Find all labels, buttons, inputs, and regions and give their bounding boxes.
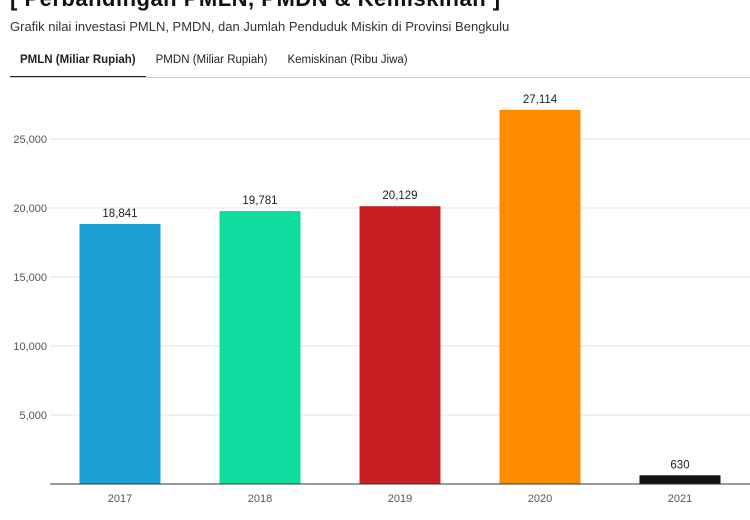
data-label: 630	[670, 459, 689, 471]
data-label: 19,781	[242, 195, 277, 207]
bar-2018	[219, 211, 301, 484]
x-tick-label: 2019	[388, 493, 412, 505]
data-label: 27,114	[523, 94, 558, 106]
y-tick-label: 5,000	[19, 410, 47, 422]
x-tick-label: 2018	[248, 493, 272, 505]
chart-subtitle: Grafik nilai investasi PMLN, PMDN, dan J…	[10, 19, 510, 34]
tab-divider	[10, 77, 750, 78]
bar-2019	[359, 206, 441, 485]
y-tick-label: 15,000	[13, 272, 47, 284]
x-tick-label: 2021	[668, 493, 692, 505]
bar-2021	[639, 475, 721, 484]
data-label: 18,841	[102, 208, 137, 220]
x-tick-label: 2020	[528, 493, 552, 505]
y-tick-label: 25,000	[13, 134, 47, 146]
bar-2020	[499, 109, 581, 485]
y-tick-label: 20,000	[13, 203, 47, 215]
x-tick-label: 2017	[108, 493, 132, 505]
tab-kemiskinan[interactable]: Kemiskinan (Ribu Jiwa)	[287, 54, 408, 66]
tab-pmdn[interactable]: PMDN (Miliar Rupiah)	[155, 54, 268, 66]
y-tick-label: 10,000	[13, 341, 47, 353]
bar-2017	[79, 223, 161, 484]
chart-title: [ Perbandingan PMLN, PMDN & Kemiskinan ]	[10, 0, 501, 12]
data-label: 20,129	[382, 190, 417, 202]
